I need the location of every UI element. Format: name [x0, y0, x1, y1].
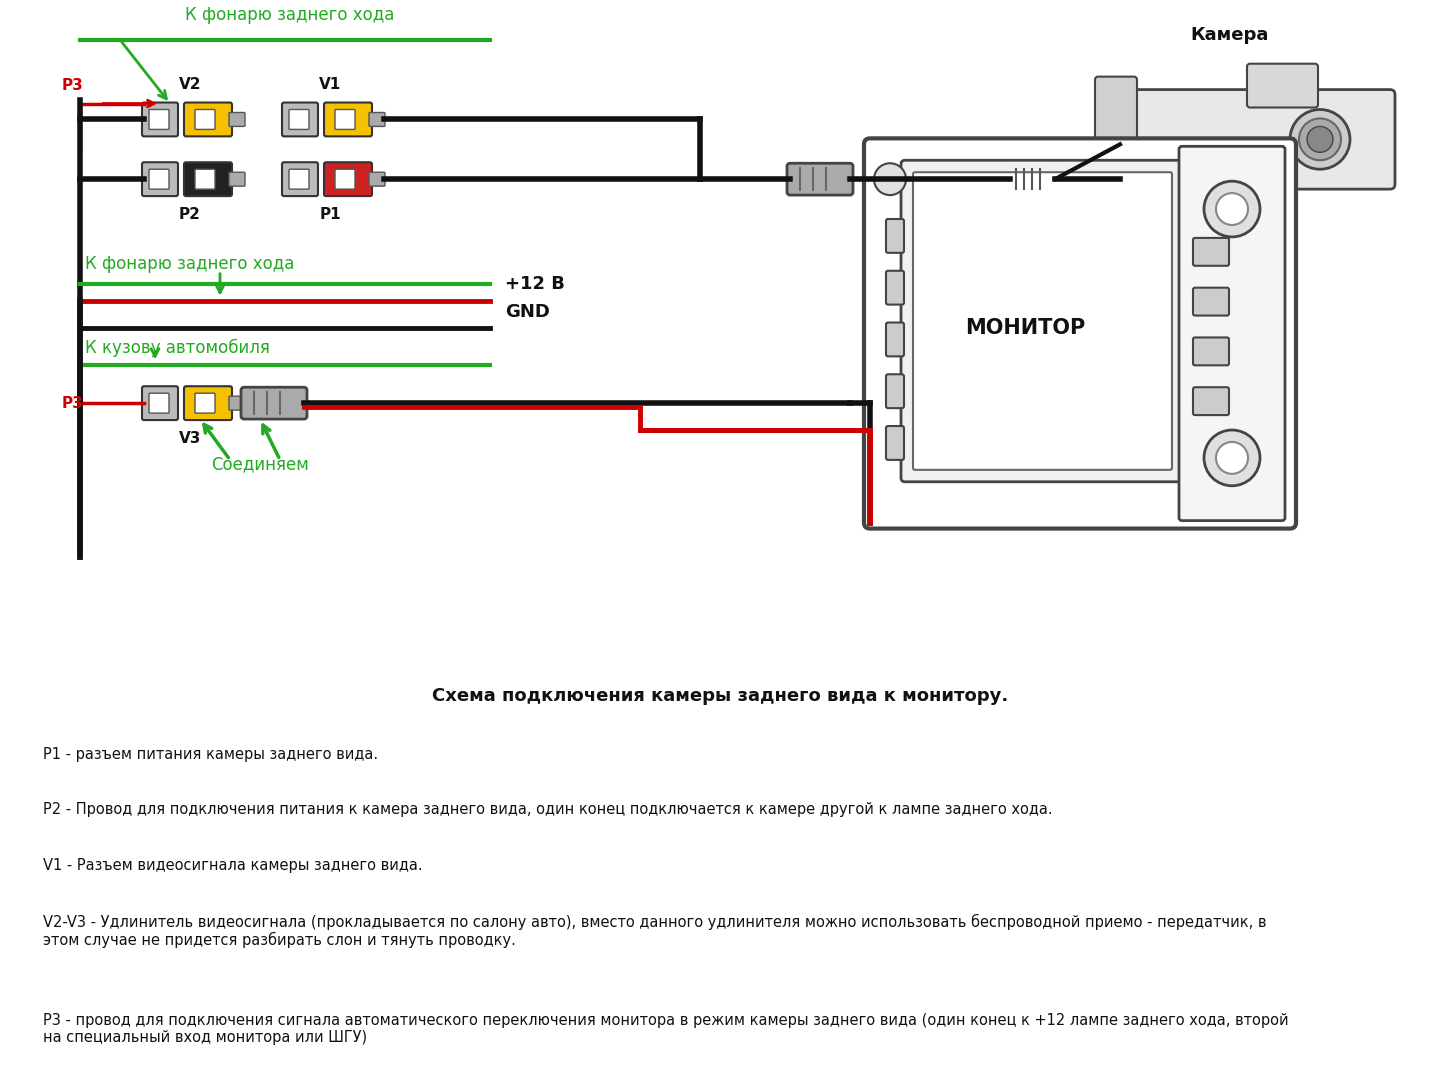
- FancyBboxPatch shape: [148, 109, 168, 130]
- FancyBboxPatch shape: [143, 386, 179, 420]
- FancyBboxPatch shape: [864, 138, 1296, 528]
- FancyBboxPatch shape: [886, 323, 904, 356]
- FancyBboxPatch shape: [143, 162, 179, 196]
- FancyBboxPatch shape: [148, 393, 168, 413]
- Text: P1: P1: [320, 207, 341, 222]
- FancyBboxPatch shape: [194, 169, 215, 189]
- FancyBboxPatch shape: [184, 103, 232, 136]
- FancyBboxPatch shape: [886, 426, 904, 460]
- Text: P3: P3: [62, 397, 84, 412]
- FancyBboxPatch shape: [1247, 63, 1318, 107]
- FancyBboxPatch shape: [1007, 164, 1058, 194]
- FancyBboxPatch shape: [1115, 90, 1395, 189]
- FancyBboxPatch shape: [324, 103, 372, 136]
- FancyBboxPatch shape: [369, 173, 384, 187]
- FancyBboxPatch shape: [886, 271, 904, 304]
- FancyBboxPatch shape: [886, 219, 904, 253]
- FancyBboxPatch shape: [336, 169, 356, 189]
- Text: V1 - Разъем видеосигнала камеры заднего вида.: V1 - Разъем видеосигнала камеры заднего …: [43, 858, 422, 873]
- FancyBboxPatch shape: [913, 173, 1172, 470]
- FancyBboxPatch shape: [1192, 387, 1228, 415]
- FancyBboxPatch shape: [1192, 238, 1228, 266]
- FancyBboxPatch shape: [1179, 146, 1284, 521]
- FancyBboxPatch shape: [282, 162, 318, 196]
- FancyBboxPatch shape: [229, 173, 245, 187]
- FancyBboxPatch shape: [229, 113, 245, 126]
- Text: P3 - провод для подключения сигнала автоматического переключения монитора в режи: P3 - провод для подключения сигнала авто…: [43, 1012, 1289, 1045]
- Text: К фонарю заднего хода: К фонарю заднего хода: [186, 6, 395, 24]
- FancyBboxPatch shape: [901, 161, 1184, 481]
- FancyBboxPatch shape: [194, 393, 215, 413]
- Text: P2: P2: [179, 207, 202, 222]
- Text: V2: V2: [179, 76, 202, 91]
- Text: V3: V3: [179, 431, 202, 446]
- Text: МОНИТОР: МОНИТОР: [965, 318, 1086, 339]
- Text: Соединяем: Соединяем: [212, 456, 310, 474]
- Circle shape: [1290, 109, 1351, 169]
- FancyBboxPatch shape: [1094, 77, 1138, 203]
- Text: P1 - разъем питания камеры заднего вида.: P1 - разъем питания камеры заднего вида.: [43, 747, 377, 762]
- FancyBboxPatch shape: [194, 109, 215, 130]
- FancyBboxPatch shape: [148, 169, 168, 189]
- Circle shape: [1204, 430, 1260, 486]
- FancyBboxPatch shape: [324, 162, 372, 196]
- Text: GND: GND: [505, 302, 550, 321]
- FancyBboxPatch shape: [184, 162, 232, 196]
- FancyBboxPatch shape: [289, 109, 310, 130]
- Text: +12 В: +12 В: [505, 274, 564, 293]
- Circle shape: [1215, 442, 1248, 474]
- FancyBboxPatch shape: [229, 397, 245, 411]
- FancyBboxPatch shape: [336, 109, 356, 130]
- Text: P2 - Провод для подключения питания к камера заднего вида, один конец подключает: P2 - Провод для подключения питания к ка…: [43, 802, 1053, 817]
- Circle shape: [1299, 119, 1341, 161]
- Text: Камера: Камера: [1191, 26, 1269, 44]
- Text: Схема подключения камеры заднего вида к монитору.: Схема подключения камеры заднего вида к …: [432, 687, 1008, 705]
- Text: К кузову автомобиля: К кузову автомобиля: [85, 339, 269, 357]
- Text: V2-V3 - Удлинитель видеосигнала (прокладывается по салону авто), вместо данного : V2-V3 - Удлинитель видеосигнала (проклад…: [43, 913, 1266, 949]
- Text: К фонарю заднего хода: К фонарю заднего хода: [85, 255, 294, 272]
- FancyBboxPatch shape: [184, 386, 232, 420]
- FancyBboxPatch shape: [282, 103, 318, 136]
- FancyBboxPatch shape: [143, 103, 179, 136]
- FancyBboxPatch shape: [788, 163, 852, 195]
- Circle shape: [1308, 126, 1333, 152]
- FancyBboxPatch shape: [240, 387, 307, 419]
- FancyBboxPatch shape: [1192, 338, 1228, 366]
- FancyBboxPatch shape: [886, 374, 904, 408]
- FancyBboxPatch shape: [289, 169, 310, 189]
- FancyBboxPatch shape: [1192, 287, 1228, 315]
- Circle shape: [1215, 193, 1248, 225]
- FancyBboxPatch shape: [369, 113, 384, 126]
- Text: V1: V1: [318, 76, 341, 91]
- Text: P3: P3: [62, 77, 84, 92]
- Circle shape: [1204, 181, 1260, 237]
- Circle shape: [874, 163, 906, 195]
